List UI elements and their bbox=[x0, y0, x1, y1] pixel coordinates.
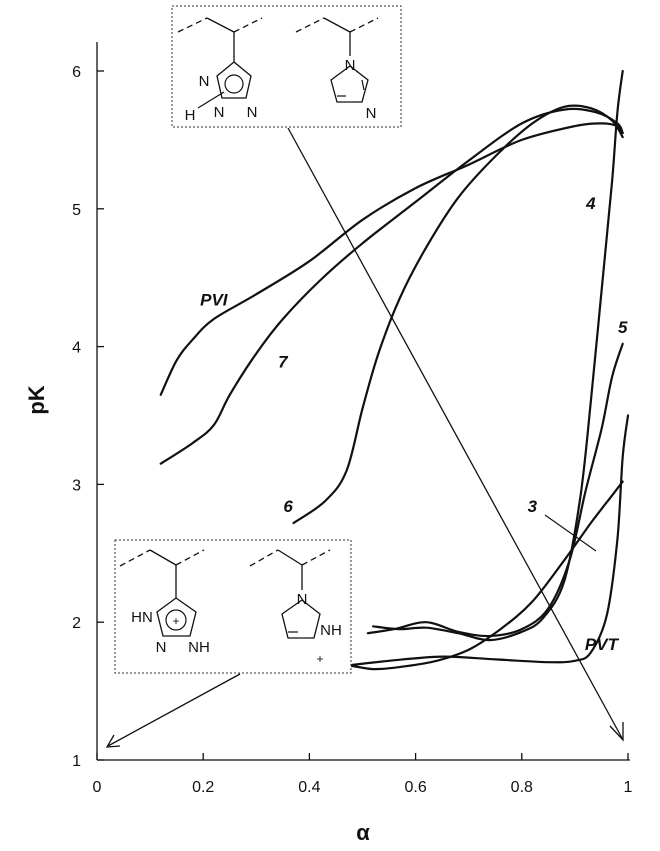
series-label-5: 5 bbox=[618, 318, 628, 337]
top-left-atom-n2: N bbox=[214, 104, 225, 121]
series-labels: PVI 7 6 4 5 3 PVT bbox=[200, 194, 628, 654]
y-tick-label: 5 bbox=[72, 202, 81, 219]
series-line-6 bbox=[292, 104, 624, 525]
series-label-4: 4 bbox=[585, 194, 596, 213]
bottom-right-atom-nh: NH bbox=[320, 622, 342, 639]
series-label-7: 7 bbox=[278, 352, 289, 371]
structure-box-bottom-frame bbox=[114, 539, 352, 674]
x-axis-title: α bbox=[356, 820, 370, 845]
bottom-left-charge: + bbox=[172, 614, 179, 628]
x-tick-label: 0.4 bbox=[298, 779, 320, 796]
top-right-atom-n1: N bbox=[345, 57, 356, 74]
series-line-5 bbox=[366, 342, 624, 638]
y-ticks: 1 2 3 4 5 6 bbox=[72, 64, 104, 770]
series-line-pvt bbox=[340, 414, 630, 668]
series-line-4 bbox=[372, 69, 624, 642]
x-ticks: 0 0.2 0.4 0.6 0.8 1 bbox=[93, 753, 633, 796]
y-tick-label: 4 bbox=[72, 340, 81, 357]
series-line-7 bbox=[159, 107, 624, 465]
series-layer bbox=[159, 69, 630, 671]
series-3-leader bbox=[544, 514, 597, 552]
x-tick-label: 0.8 bbox=[511, 779, 533, 796]
y-tick-label: 1 bbox=[72, 753, 81, 770]
axes bbox=[96, 42, 630, 761]
y-axis-title: pK bbox=[24, 385, 49, 414]
y-tick-label: 6 bbox=[72, 64, 81, 81]
series-label-6: 6 bbox=[283, 497, 293, 516]
top-right-atom-n3: N bbox=[366, 105, 377, 122]
x-tick-label: 1 bbox=[624, 779, 633, 796]
series-label-pvt: PVT bbox=[585, 635, 620, 654]
y-tick-label: 2 bbox=[72, 615, 81, 632]
x-tick-label: 0.6 bbox=[404, 779, 426, 796]
bottom-right-atom-n: N bbox=[297, 591, 308, 608]
top-left-atom-h: H bbox=[185, 107, 196, 124]
arrow-top-to-right bbox=[287, 127, 624, 742]
bottom-right-charge: + bbox=[316, 652, 323, 666]
x-tick-label: 0 bbox=[93, 779, 102, 796]
bottom-left-atom-n: N bbox=[156, 639, 167, 656]
arrow-bottom-to-origin bbox=[105, 673, 241, 748]
series-label-3: 3 bbox=[528, 497, 538, 516]
top-left-atom-n3: N bbox=[247, 104, 258, 121]
structure-box-top: N H N N N N bbox=[171, 5, 402, 128]
series-line-pvi bbox=[159, 122, 624, 396]
structure-box-bottom: HN + N NH N NH + bbox=[114, 539, 352, 674]
x-tick-label: 0.2 bbox=[192, 779, 214, 796]
bottom-left-atom-nh: NH bbox=[188, 639, 210, 656]
bottom-left-atom-hn: HN bbox=[131, 609, 153, 626]
series-line-3 bbox=[340, 480, 624, 671]
y-tick-label: 3 bbox=[72, 477, 81, 494]
top-left-atom-n1: N bbox=[199, 73, 210, 90]
series-label-pvi: PVI bbox=[200, 290, 229, 309]
